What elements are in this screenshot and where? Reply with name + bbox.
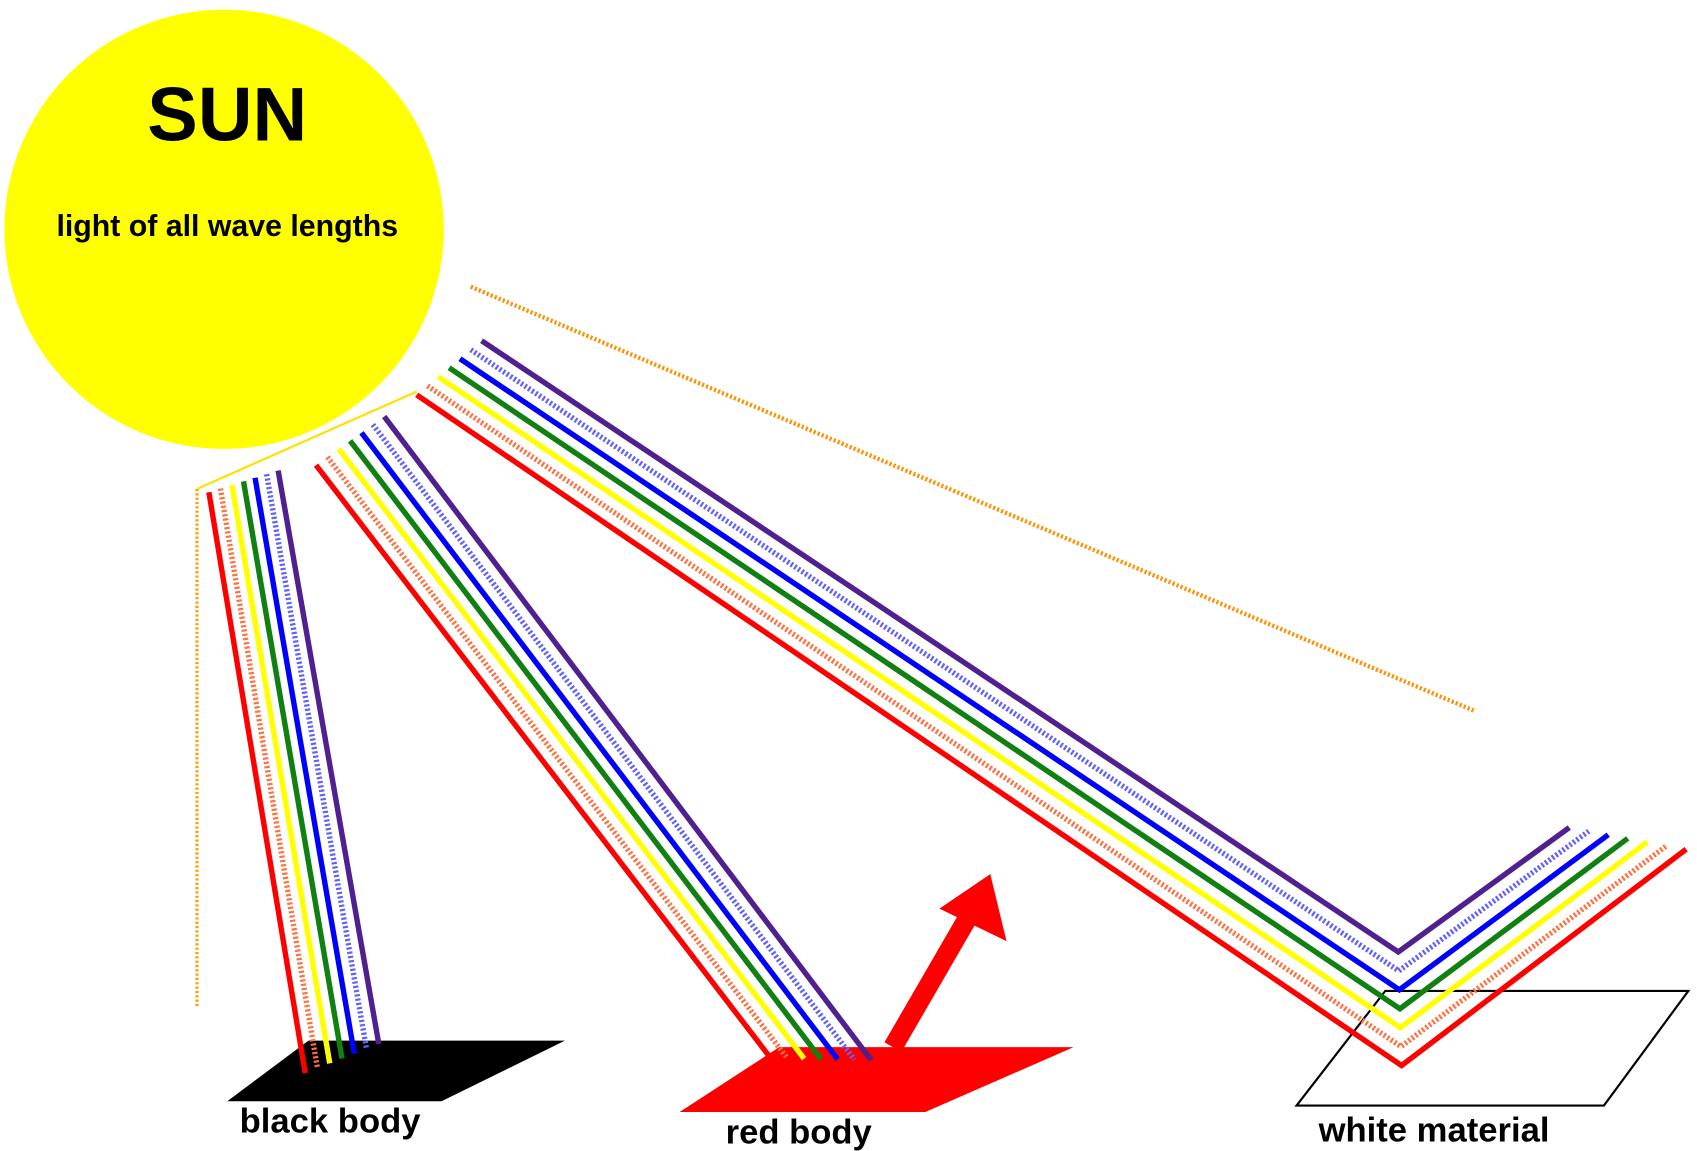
light-ray bbox=[480, 338, 1571, 956]
light-ray bbox=[263, 473, 370, 1050]
light-ray bbox=[436, 374, 1649, 1032]
light-ray bbox=[229, 484, 333, 1064]
light-ray bbox=[313, 463, 773, 1060]
light-ray bbox=[336, 447, 807, 1061]
black-label: black body bbox=[240, 1103, 422, 1141]
white-label: white material bbox=[1318, 1111, 1550, 1149]
light-ray bbox=[469, 347, 1591, 975]
light-ray bbox=[252, 477, 357, 1055]
light-ray bbox=[206, 491, 308, 1074]
white-material bbox=[1294, 989, 1691, 1107]
red-body bbox=[679, 1047, 1074, 1113]
light-ray bbox=[415, 392, 1688, 1069]
beams bbox=[206, 338, 1688, 1074]
light-ray bbox=[425, 383, 1669, 1050]
light-ray bbox=[217, 488, 321, 1069]
black-body bbox=[227, 1040, 565, 1102]
sun-title: SUN bbox=[147, 73, 307, 158]
sun-subtitle: light of all wave lengths bbox=[56, 210, 398, 243]
light-ray bbox=[382, 414, 874, 1062]
arrow-head bbox=[939, 874, 1007, 942]
light-ray bbox=[347, 439, 824, 1061]
sun-edge bbox=[196, 390, 418, 490]
reflected-arrow bbox=[884, 898, 985, 1053]
sun bbox=[4, 9, 444, 449]
light-ray bbox=[458, 356, 1610, 994]
light-ray bbox=[240, 480, 345, 1059]
light-ray bbox=[447, 365, 1630, 1013]
light-ray bbox=[275, 470, 382, 1045]
light-ray bbox=[325, 455, 790, 1060]
light-ray bbox=[359, 431, 840, 1062]
light-ray bbox=[370, 422, 857, 1062]
red-label: red body bbox=[726, 1113, 873, 1151]
